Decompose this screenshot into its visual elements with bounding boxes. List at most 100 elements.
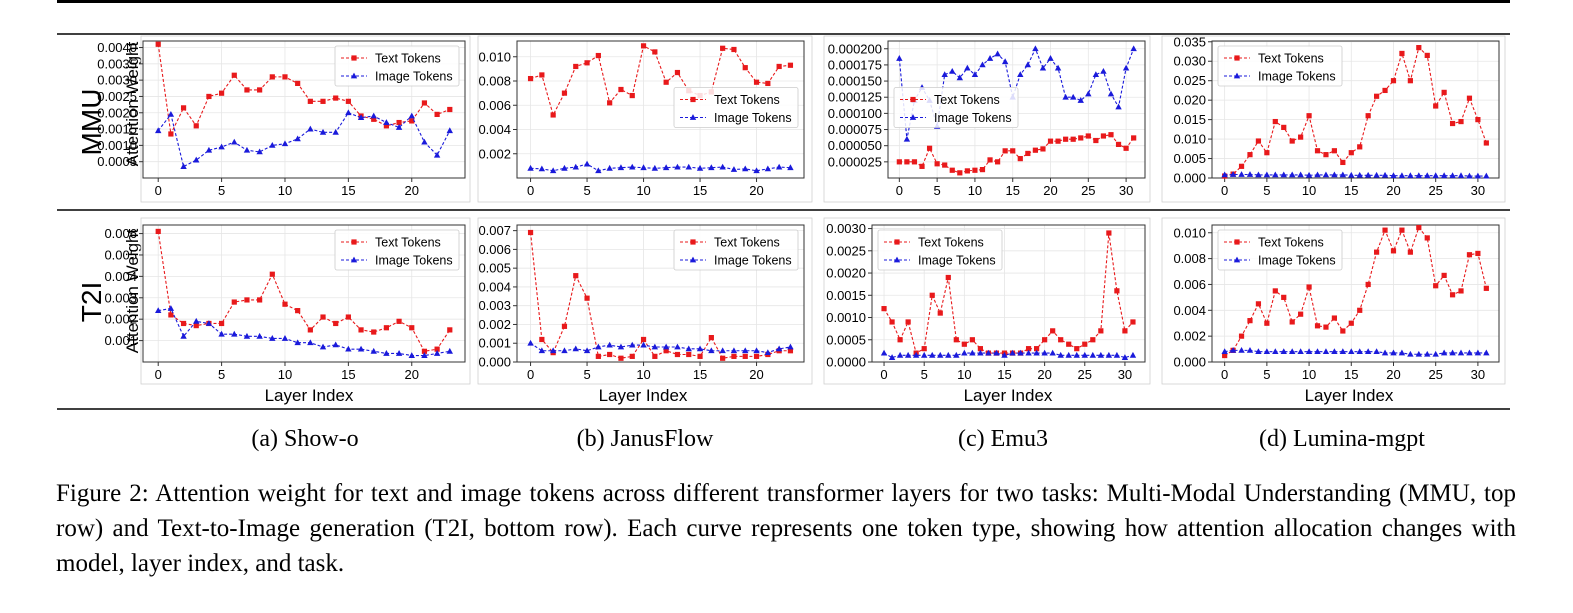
xlabel-b: Layer Index xyxy=(599,386,688,405)
data-point xyxy=(345,109,352,116)
data-point xyxy=(881,306,887,312)
y-tick-label: 0.001 xyxy=(478,336,511,351)
legend-label: Text Tokens xyxy=(1258,52,1324,66)
legend-label: Text Tokens xyxy=(1258,236,1324,250)
data-point xyxy=(1057,351,1064,358)
y-tick-label: 0.006 xyxy=(478,98,511,113)
data-point xyxy=(295,308,301,314)
data-point xyxy=(903,135,911,142)
data-point xyxy=(889,319,895,325)
data-point xyxy=(764,349,772,356)
data-point xyxy=(244,297,250,303)
data-point xyxy=(1062,93,1069,100)
data-point xyxy=(1082,341,1088,347)
data-point xyxy=(1280,171,1287,178)
data-point xyxy=(1440,172,1448,179)
data-point xyxy=(949,167,955,173)
data-point xyxy=(595,353,601,359)
legend-label: Image Tokens xyxy=(934,111,1012,125)
x-tick-label: 0 xyxy=(527,183,534,198)
data-point xyxy=(719,163,726,170)
data-point xyxy=(1322,348,1330,355)
xlabel-d: Layer Index xyxy=(1305,386,1394,405)
data-point xyxy=(674,163,681,170)
data-point xyxy=(787,62,794,68)
data-point xyxy=(1107,90,1115,97)
data-point xyxy=(1466,172,1473,179)
data-point xyxy=(629,353,635,359)
series-image-tokens xyxy=(155,305,453,358)
x-tick-label: 10 xyxy=(957,367,971,382)
data-point xyxy=(539,336,545,343)
chart-panel-mmu-c: 0 5 10 15 20 25 300.0000250.0000500.0000750.00… xyxy=(823,35,1151,203)
data-point xyxy=(1288,171,1296,178)
data-point xyxy=(1466,95,1473,101)
data-point xyxy=(1348,150,1354,156)
data-point xyxy=(674,351,681,358)
data-point xyxy=(731,353,737,359)
data-point xyxy=(168,312,174,318)
data-point xyxy=(408,112,415,119)
panel-frame xyxy=(140,35,471,203)
data-point xyxy=(1457,172,1465,179)
data-point xyxy=(1001,58,1009,65)
data-point xyxy=(775,345,783,352)
data-point xyxy=(357,114,365,121)
legend-marker xyxy=(351,55,357,61)
legend: Text Tokens Image Tokens xyxy=(673,229,799,271)
y-tick-label: 0.0020 xyxy=(826,266,866,281)
data-point xyxy=(269,335,276,341)
data-point xyxy=(244,87,250,93)
row-label-mmu: MMU xyxy=(76,89,107,156)
series-text-tokens xyxy=(1222,224,1489,359)
data-point xyxy=(663,348,669,354)
legend: Text Tokens Image Tokens xyxy=(893,87,1019,128)
x-tick-label: 30 xyxy=(1118,367,1132,382)
x-tick-label: 10 xyxy=(636,367,650,382)
x-tick-label: 30 xyxy=(1471,183,1485,198)
data-point xyxy=(663,79,669,85)
data-point xyxy=(1263,171,1271,178)
data-point xyxy=(742,353,748,359)
data-point xyxy=(1440,349,1448,356)
data-point xyxy=(333,320,339,327)
y-tick-label: 0.0030 xyxy=(97,73,137,88)
series-line xyxy=(1224,173,1487,177)
data-point xyxy=(1221,171,1228,178)
data-point xyxy=(180,320,187,327)
data-point xyxy=(1238,333,1245,339)
y-tick-label: 0.006 xyxy=(478,242,511,257)
x-tick-label: 20 xyxy=(749,367,763,382)
data-point xyxy=(964,168,970,174)
x-tick-label: 10 xyxy=(1302,183,1316,198)
data-point xyxy=(231,138,238,145)
data-point xyxy=(371,329,377,335)
data-point xyxy=(447,327,453,333)
data-point xyxy=(1457,349,1465,356)
data-point xyxy=(617,343,625,350)
data-point xyxy=(527,75,534,82)
ylabel-t2i: Attention Weight xyxy=(123,229,142,354)
data-point xyxy=(1331,171,1338,178)
data-point xyxy=(765,80,771,87)
data-point xyxy=(538,165,546,172)
figure-canvas: MMU T2I Attention Weight Attention Weigh… xyxy=(57,0,1510,452)
y-tick-label: 0.002 xyxy=(104,312,137,327)
data-point xyxy=(396,318,402,324)
data-point xyxy=(395,350,403,356)
legend-marker xyxy=(351,239,357,245)
data-point xyxy=(1070,136,1076,142)
y-tick-label: 0.000 xyxy=(1173,171,1206,186)
data-point xyxy=(1458,288,1464,294)
data-point xyxy=(295,80,301,87)
data-point xyxy=(987,157,993,163)
data-point xyxy=(1085,133,1091,139)
data-point xyxy=(294,339,301,346)
data-point xyxy=(640,164,647,171)
y-tick-label: 0.004 xyxy=(1173,303,1206,318)
data-point xyxy=(994,50,1001,57)
xlabel-a: Layer Index xyxy=(265,386,354,405)
legend-marker xyxy=(894,239,900,245)
y-tick-label: 0.000100 xyxy=(828,106,882,121)
subfigure-label-c: (c) Emu3 xyxy=(958,426,1048,452)
